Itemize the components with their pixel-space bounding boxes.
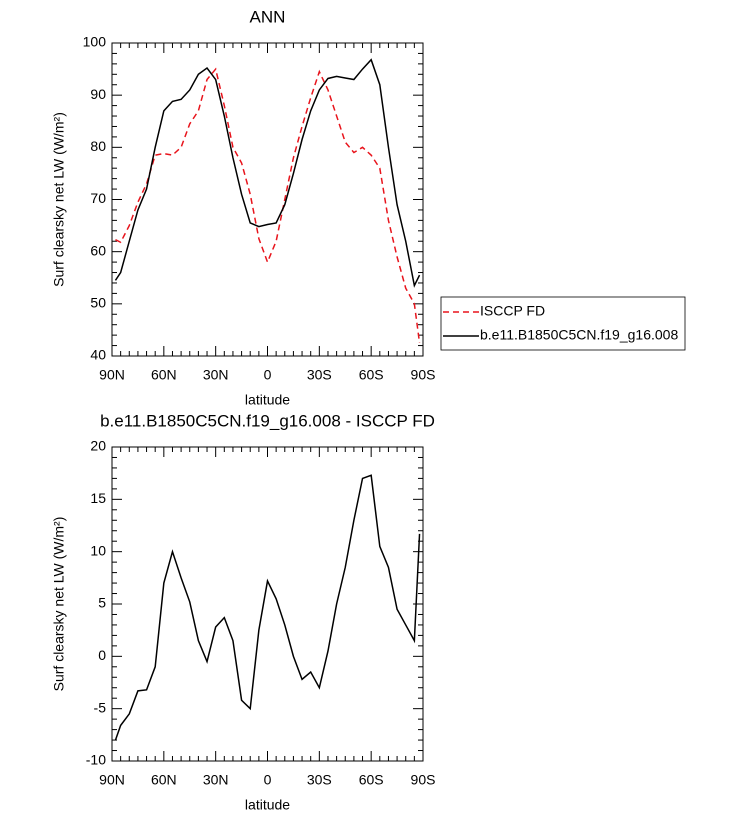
x-tick-label: 60S <box>359 772 384 788</box>
y-tick-label: 0 <box>98 647 106 663</box>
y-tick-label: 50 <box>90 295 106 311</box>
y-tick-label: 90 <box>90 86 106 102</box>
x-tick-label: 90S <box>411 772 436 788</box>
legend-label: ISCCP FD <box>480 303 545 319</box>
y-tick-label: 60 <box>90 242 106 258</box>
y-tick-label: -10 <box>86 752 106 768</box>
x-tick-label: 30N <box>203 367 229 383</box>
x-tick-label: 90S <box>411 367 436 383</box>
data-line <box>115 67 421 344</box>
x-tick-label: 30S <box>307 367 332 383</box>
legend-box <box>440 296 686 351</box>
chart-title: b.e11.B1850C5CN.f19_g16.008 - ISCCP FD <box>100 411 435 430</box>
chart-title: ANN <box>250 7 286 26</box>
x-tick-label: 0 <box>264 772 272 788</box>
x-tick-label: 90N <box>99 772 125 788</box>
x-tick-label: 30S <box>307 772 332 788</box>
y-tick-label: 80 <box>90 138 106 154</box>
y-tick-label: 5 <box>98 595 106 611</box>
x-tick-label: 60S <box>359 367 384 383</box>
y-tick-label: 15 <box>90 490 106 506</box>
y-tick-label: 70 <box>90 190 106 206</box>
y-axis-label: Surf clearsky net LW (W/m²) <box>51 112 67 287</box>
legend-label: b.e11.B1850C5CN.f19_g16.008 <box>480 327 678 343</box>
x-tick-label: 90N <box>99 367 125 383</box>
y-tick-label: 20 <box>90 438 106 454</box>
plot-frame <box>111 42 424 357</box>
y-axis-label: Surf clearsky net LW (W/m²) <box>51 517 67 692</box>
x-tick-label: 60N <box>151 367 177 383</box>
y-tick-label: 10 <box>90 542 106 558</box>
y-tick-label: 40 <box>90 347 106 363</box>
data-line <box>114 58 421 288</box>
data-line <box>114 474 421 741</box>
y-tick-label: -5 <box>94 699 107 715</box>
x-tick-label: 30N <box>203 772 229 788</box>
x-tick-label: 0 <box>264 367 272 383</box>
x-axis-label: latitude <box>245 392 290 408</box>
x-tick-label: 60N <box>151 772 177 788</box>
plot-frame <box>111 446 424 762</box>
x-axis-label: latitude <box>245 797 290 813</box>
y-tick-label: 100 <box>83 34 107 50</box>
